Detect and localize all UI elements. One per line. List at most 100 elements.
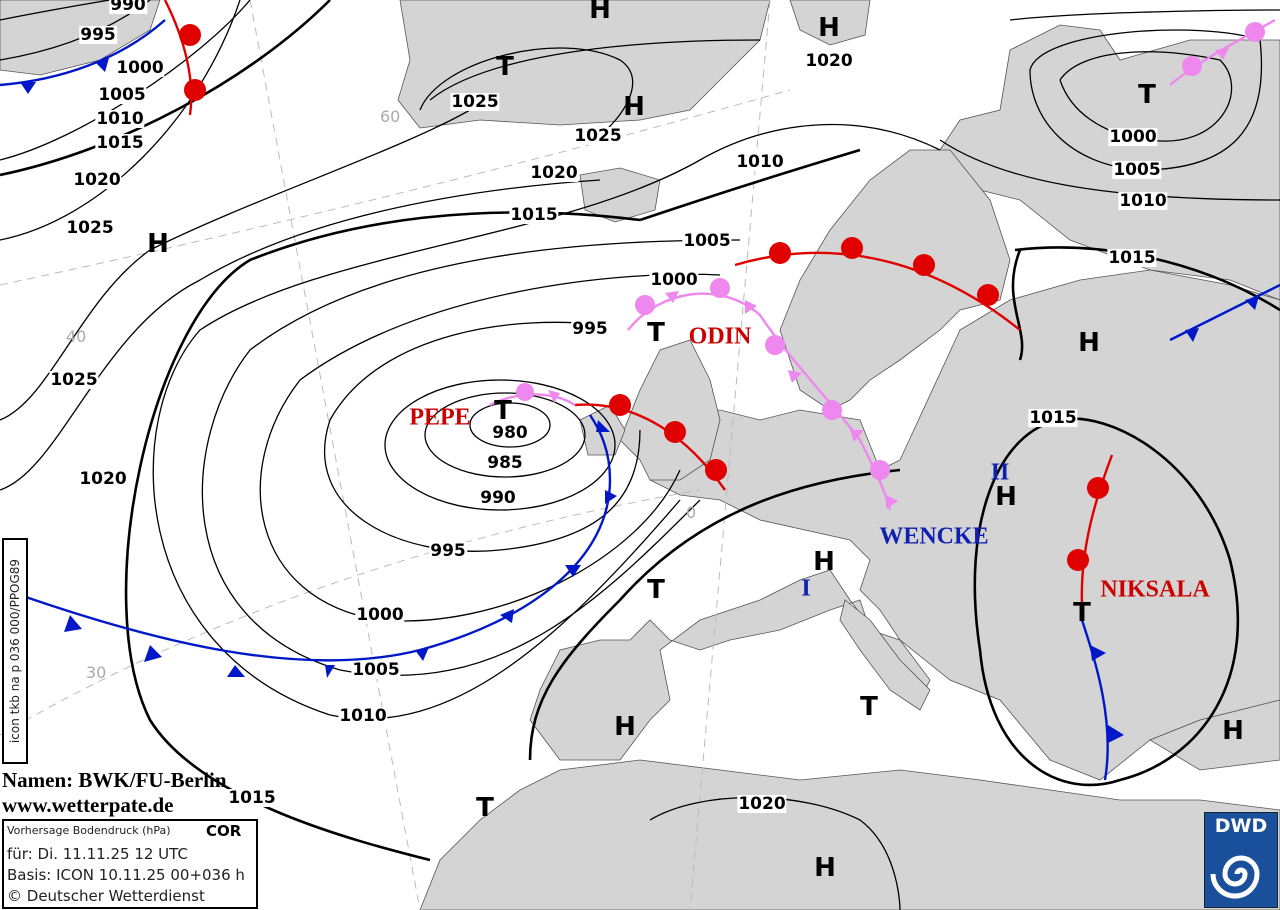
land-africa (419, 759, 1280, 910)
land-svalbard (789, 0, 871, 46)
isobar-label: 1015 (95, 133, 145, 153)
isobar-label: 1015 (227, 788, 277, 808)
isobar-1005-ne (1029, 29, 1263, 171)
isobar-label: 1020 (529, 163, 579, 183)
fronts (0, 0, 1280, 781)
isobar-1025 (0, 0, 634, 421)
isobar-label: 1020 (72, 170, 122, 190)
pressure-center: H (1222, 716, 1244, 746)
swirl-icon (1210, 855, 1260, 899)
isobar-label: 1015 (1107, 248, 1157, 268)
isobar-1005 (201, 239, 741, 677)
isobar-1010-ne (939, 9, 1280, 201)
product-code: icon tkb na p 036 000/PPOG89 (8, 558, 22, 744)
isobar-label: 995 (571, 319, 609, 339)
pressure-center: T (496, 52, 514, 82)
system-name-odin: ODIN (688, 323, 752, 350)
isobar-label: 1025 (450, 92, 500, 112)
pressure-center: H (995, 482, 1017, 512)
isobar-label: 1010 (735, 152, 785, 172)
isobar-985 (424, 392, 586, 478)
isobar-label: 1000 (1108, 127, 1158, 147)
isobar-1015-east (973, 417, 1240, 787)
pressure-center: H (623, 92, 645, 122)
isobar-1010 (152, 123, 941, 720)
isobar-label: 985 (486, 453, 524, 473)
pressure-center: T (476, 793, 494, 823)
pressure-center: T (494, 396, 512, 426)
isobar-995 (323, 321, 641, 552)
isobar-1015-west (0, 0, 331, 177)
grid-labels: 60 40 30 0 (66, 107, 696, 682)
system-name-niksala: NIKSALA (1100, 576, 1210, 603)
graticule (0, 0, 791, 910)
pressure-center: H (1078, 328, 1100, 358)
isobar-1000-ne (1059, 51, 1233, 142)
isobar-1015-north (639, 148, 861, 222)
isobar-label: 1005 (682, 231, 732, 251)
occlusion-pepe (489, 393, 576, 407)
pressure-center: H (614, 712, 636, 742)
isobar-label: 1020 (804, 51, 854, 71)
isobar-label: 1005 (97, 85, 147, 105)
grid-label: 0 (686, 503, 696, 522)
occlusion-symbols (516, 22, 1265, 509)
isobar-label: 1020 (737, 794, 787, 814)
cold-front-e (1169, 283, 1280, 342)
isobar-980 (469, 402, 551, 448)
system-name-pepe: PEPE (409, 404, 471, 431)
pressure-center: H (813, 547, 835, 577)
land-iceland (579, 167, 661, 223)
zone-label-2: II (990, 459, 1010, 486)
info-copyright: © Deutscher Wetterdienst (7, 887, 205, 905)
land-anatolia (1149, 699, 1280, 771)
isobar-label: 1025 (65, 218, 115, 238)
isobar-label: 1010 (338, 706, 388, 726)
isobar-label: 1000 (115, 58, 165, 78)
credit-website[interactable]: www.wetterpate.de (2, 793, 174, 817)
land-italy (839, 599, 931, 711)
warm-front-niksala (1080, 454, 1114, 606)
isobar-label: 990 (109, 0, 147, 14)
warm-front-symbols (179, 24, 1109, 571)
isobar-label: 1000 (355, 605, 405, 625)
dwd-logo: DWD (1204, 812, 1278, 908)
isobar-label: 995 (79, 25, 117, 45)
isobar-label: 1020 (78, 469, 128, 489)
dwd-logo-text: DWD (1214, 815, 1268, 837)
pressure-center: T (1138, 80, 1156, 110)
credit-names: Namen: BWK/FU-Berlin (2, 768, 227, 792)
land-russia-north (939, 24, 1280, 301)
pressure-center: H (818, 13, 840, 43)
info-title: Vorhersage Bodendruck (hPa) (7, 824, 171, 837)
info-basis: Basis: ICON 10.11.25 00+036 h (7, 866, 245, 884)
isobar-label: 990 (479, 488, 517, 508)
grid-label: 30 (86, 663, 106, 682)
grid-label: 40 (66, 327, 86, 346)
pressure-center: T (860, 692, 878, 722)
land-uk (619, 339, 721, 481)
pressure-center: T (1073, 598, 1091, 628)
cold-front-symbols (20, 58, 1259, 743)
cold-front-niksala (1080, 619, 1109, 781)
isobar-label: 1005 (1112, 160, 1162, 180)
system-name-wencke: WENCKE (879, 523, 989, 550)
info-flag: COR (206, 822, 242, 840)
isobar-label: 1015 (509, 205, 559, 225)
isobar-label: 995 (429, 541, 467, 561)
isobar-1020-s (649, 796, 901, 910)
pressure-center: H (589, 0, 611, 25)
cold-front-pepe (19, 414, 612, 662)
product-code-box: icon tkb na p 036 000/PPOG89 (2, 538, 28, 764)
isobar-label: 1005 (351, 660, 401, 680)
isobar-990 (384, 379, 616, 511)
isobar-label: 1010 (95, 109, 145, 129)
isobar-label: 1010 (1118, 191, 1168, 211)
info-valid: für: Di. 11.11.25 12 UTC (7, 845, 188, 863)
isobar-label: 1015 (1028, 408, 1078, 428)
zone-label-1: I (801, 575, 811, 602)
pressure-center: H (814, 853, 836, 883)
pressure-center: T (647, 318, 665, 348)
